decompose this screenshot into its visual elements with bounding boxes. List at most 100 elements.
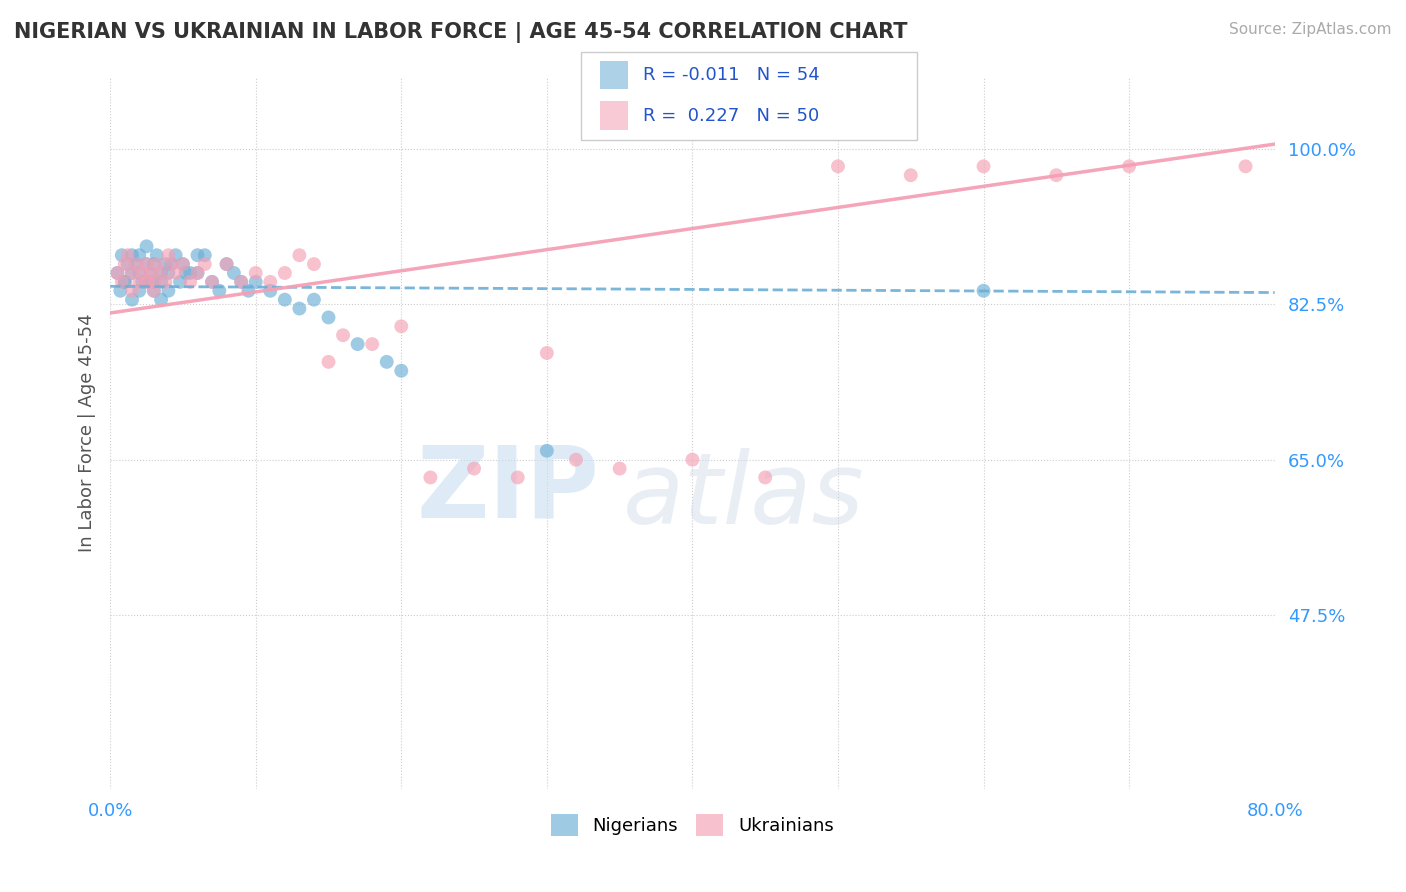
Point [114, 257, 136, 271]
Point [169, 275, 191, 289]
Point [222, 266, 245, 280]
Point [259, 275, 281, 289]
Point [131, 275, 153, 289]
Point [174, 266, 197, 280]
Point [110, 284, 132, 298]
Text: Source: ZipAtlas.com: Source: ZipAtlas.com [1229, 22, 1392, 37]
Point [150, 266, 173, 280]
Point [165, 266, 187, 280]
Point [302, 293, 325, 307]
Point [135, 257, 157, 271]
Point [973, 284, 995, 298]
Point [288, 301, 311, 316]
Text: R = -0.011   N = 54: R = -0.011 N = 54 [643, 66, 820, 84]
Point [201, 275, 224, 289]
Point [201, 275, 224, 289]
Point [135, 275, 157, 289]
Point [1118, 159, 1140, 173]
Text: R =  0.227   N = 50: R = 0.227 N = 50 [643, 106, 818, 125]
Point [179, 275, 201, 289]
Point [681, 452, 703, 467]
Point [179, 266, 201, 280]
Point [121, 284, 143, 298]
Point [128, 284, 150, 298]
Point [111, 248, 134, 262]
Point [172, 257, 194, 271]
Point [128, 248, 150, 262]
Point [139, 266, 162, 280]
Point [135, 239, 157, 253]
Point [288, 248, 311, 262]
Point [111, 275, 134, 289]
Point [117, 248, 139, 262]
Point [754, 470, 776, 484]
Point [346, 337, 368, 351]
Point [131, 266, 153, 280]
Point [389, 364, 412, 378]
Point [155, 275, 177, 289]
Point [117, 257, 139, 271]
Point [215, 257, 238, 271]
Point [160, 257, 183, 271]
Point [121, 248, 143, 262]
Point [318, 355, 340, 369]
Legend: Nigerians, Ukrainians: Nigerians, Ukrainians [544, 807, 841, 844]
Point [142, 275, 165, 289]
Point [107, 266, 129, 280]
Point [332, 328, 354, 343]
Text: NIGERIAN VS UKRAINIAN IN LABOR FORCE | AGE 45-54 CORRELATION CHART: NIGERIAN VS UKRAINIAN IN LABOR FORCE | A… [14, 22, 907, 44]
Point [157, 248, 180, 262]
Point [114, 275, 136, 289]
Point [1234, 159, 1257, 173]
Point [142, 284, 165, 298]
Point [463, 461, 485, 475]
Point [157, 284, 180, 298]
Point [145, 248, 167, 262]
Point [186, 266, 208, 280]
Point [259, 284, 281, 298]
Point [194, 248, 217, 262]
Point [318, 310, 340, 325]
Point [827, 159, 849, 173]
Point [506, 470, 529, 484]
Point [419, 470, 441, 484]
Point [389, 319, 412, 334]
Point [135, 257, 157, 271]
Point [114, 275, 136, 289]
Point [128, 266, 150, 280]
Point [160, 257, 183, 271]
Point [128, 275, 150, 289]
Point [609, 461, 631, 475]
Point [565, 452, 588, 467]
Point [145, 257, 167, 271]
Point [142, 284, 165, 298]
Point [900, 168, 922, 182]
Point [215, 257, 238, 271]
Point [194, 257, 217, 271]
Point [274, 293, 297, 307]
Point [361, 337, 384, 351]
Point [245, 275, 267, 289]
Point [186, 266, 208, 280]
Point [375, 355, 398, 369]
Point [125, 257, 148, 271]
Point [186, 248, 208, 262]
Point [1045, 168, 1067, 182]
Point [238, 284, 260, 298]
Point [142, 257, 165, 271]
Point [135, 275, 157, 289]
Point [150, 275, 173, 289]
Point [245, 266, 267, 280]
Point [536, 443, 558, 458]
Point [231, 275, 253, 289]
Point [142, 275, 165, 289]
Y-axis label: In Labor Force | Age 45-54: In Labor Force | Age 45-54 [79, 314, 96, 552]
Point [150, 266, 173, 280]
Text: ZIP: ZIP [416, 442, 599, 539]
Point [125, 257, 148, 271]
Point [150, 293, 173, 307]
Point [274, 266, 297, 280]
Point [231, 275, 253, 289]
Point [973, 159, 995, 173]
Point [536, 346, 558, 360]
